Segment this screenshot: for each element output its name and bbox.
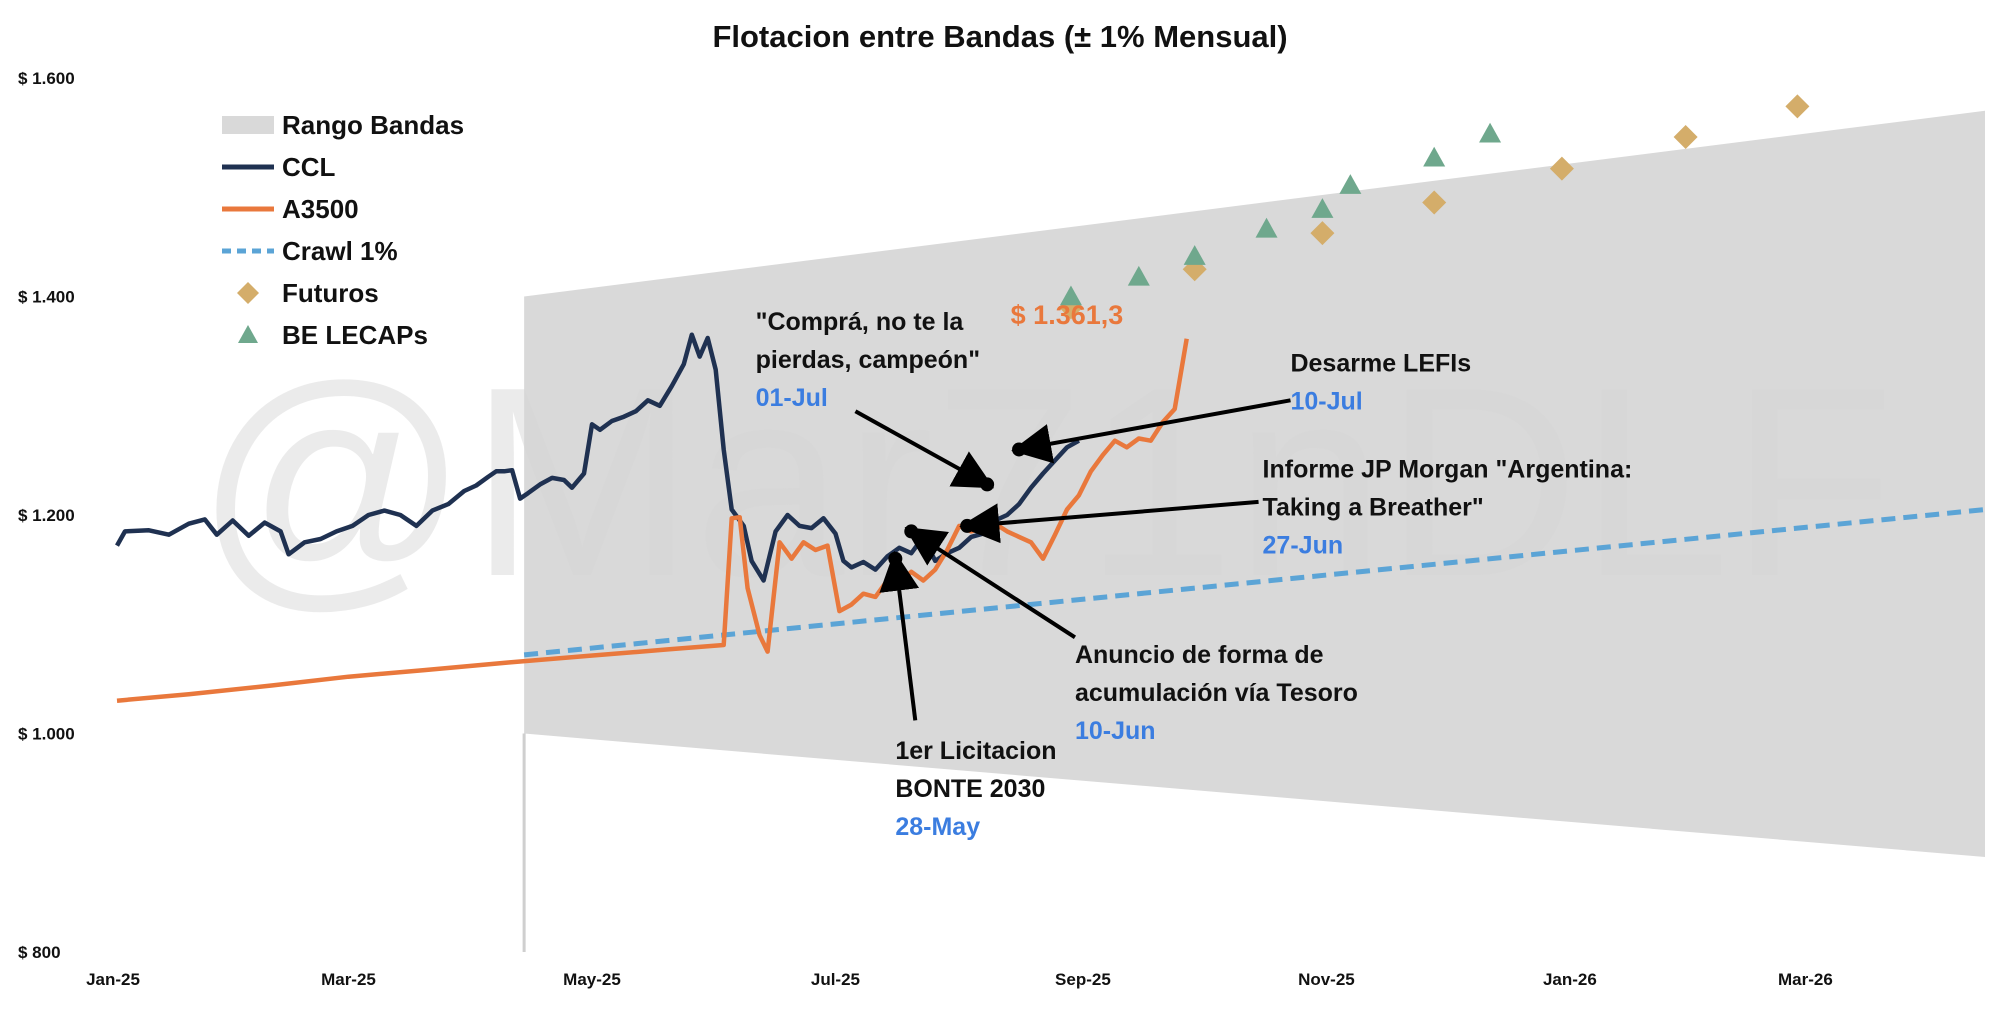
y-tick-label: $ 1.400 bbox=[18, 288, 75, 307]
annotation-a1: "Comprá, no te la pierdas, campeón" 01-Jul bbox=[756, 308, 995, 492]
chart-title: Flotacion entre Bandas (± 1% Mensual) bbox=[712, 19, 1287, 54]
legend: Rango Bandas CCL A3500 Crawl 1% Futuros BE LE… bbox=[222, 110, 464, 350]
lecaps-point bbox=[1183, 245, 1206, 265]
lecaps-point bbox=[1339, 174, 1362, 194]
annotation-a3: Informe JP Morgan "Argentina: Taking a Br… bbox=[959, 455, 1633, 559]
futuros-point bbox=[1785, 94, 1810, 119]
legend-item-futuros: Futuros bbox=[237, 278, 379, 308]
marker-layer bbox=[1058, 94, 1810, 320]
crawl-layer bbox=[523, 507, 1986, 658]
annotation-text: BONTE 2030 bbox=[895, 775, 1045, 803]
annotation-point bbox=[904, 524, 919, 539]
legend-item-band: Rango Bandas bbox=[222, 110, 464, 140]
annotation-arrow bbox=[854, 409, 995, 489]
annotation-point bbox=[960, 518, 975, 533]
legend-label: CCL bbox=[282, 152, 336, 182]
annotation-date: 28-May bbox=[895, 813, 980, 841]
legend-item-a3500: A3500 bbox=[222, 194, 359, 224]
legend-label: Rango Bandas bbox=[282, 110, 464, 140]
legend-swatch bbox=[238, 325, 258, 343]
y-tick-label: $ 1.200 bbox=[18, 506, 75, 525]
annotation-arrow bbox=[879, 550, 920, 721]
x-tick-label: Nov-25 bbox=[1298, 970, 1355, 989]
x-tick-label: Jul-25 bbox=[811, 970, 860, 989]
legend-item-lecaps: BE LECAPs bbox=[238, 320, 428, 350]
annotation-date: 10-Jul bbox=[1290, 387, 1362, 415]
annotation-text: 1er Licitacion bbox=[895, 737, 1056, 765]
x-tick-label: Mar-26 bbox=[1778, 970, 1833, 989]
y-tick-label: $ 1.000 bbox=[18, 725, 75, 744]
futuros-point bbox=[1549, 156, 1574, 181]
lecaps-point bbox=[1059, 285, 1082, 306]
annotation-text: "Comprá, no te la bbox=[756, 308, 965, 336]
legend-label: BE LECAPs bbox=[282, 320, 428, 350]
crawl-line bbox=[523, 507, 1986, 658]
y-tick-label: $ 800 bbox=[18, 943, 61, 962]
axis-layer: $ 1.600 $ 1.400 $ 1.200 $ 1.000 $ 800 Jan-25 M… bbox=[18, 69, 1833, 989]
lecaps-point bbox=[1423, 146, 1446, 167]
x-tick-label: Sep-25 bbox=[1055, 970, 1111, 989]
annotation-point bbox=[1012, 442, 1027, 457]
lecaps-point bbox=[1479, 122, 1502, 143]
x-tick-label: May-25 bbox=[563, 970, 621, 989]
x-tick-label: Mar-25 bbox=[321, 970, 376, 989]
watermark-text: @Mar71nDLF bbox=[195, 332, 1895, 633]
lecaps-point bbox=[1311, 198, 1334, 218]
annotation-a4: Anuncio de forma de acumulación vía Tesor… bbox=[904, 524, 1358, 745]
annotation-text: Desarme LEFIs bbox=[1290, 349, 1471, 377]
legend-swatch bbox=[237, 282, 259, 304]
band-layer bbox=[522, 110, 1985, 952]
futuros-point bbox=[1422, 190, 1447, 215]
annotation-arrow bbox=[959, 499, 1259, 544]
annotation-arrow bbox=[1011, 398, 1291, 464]
last-price-label: $ 1.361,3 bbox=[1011, 300, 1124, 330]
annotation-text: pierdas, campeón" bbox=[756, 346, 980, 374]
x-tick-label: Jan-26 bbox=[1543, 970, 1597, 989]
lecaps-point bbox=[1255, 217, 1278, 238]
legend-label: Futuros bbox=[282, 278, 379, 308]
lecaps-point bbox=[1127, 265, 1150, 286]
annotation-point bbox=[980, 477, 995, 492]
annotation-text: Informe JP Morgan "Argentina: bbox=[1263, 455, 1633, 483]
annotation-arrow bbox=[904, 527, 1077, 640]
annotation-a2: Desarme LEFIs 10-Jul bbox=[1011, 349, 1471, 464]
annotation-date: 27-Jun bbox=[1263, 531, 1344, 559]
x-tick-label: Jan-25 bbox=[86, 970, 140, 989]
legend-swatch bbox=[222, 116, 274, 134]
y-tick-label: $ 1.600 bbox=[18, 69, 75, 88]
annotation-date: 10-Jun bbox=[1075, 717, 1156, 745]
legend-label: A3500 bbox=[282, 194, 359, 224]
annotation-text: Taking a Breather" bbox=[1263, 493, 1484, 521]
band-area bbox=[524, 110, 1985, 857]
legend-label: Crawl 1% bbox=[282, 236, 398, 266]
annotation-point bbox=[888, 551, 903, 566]
legend-item-crawl: Crawl 1% bbox=[222, 236, 398, 266]
futuros-point bbox=[1310, 221, 1335, 246]
annotation-text: Anuncio de forma de bbox=[1075, 641, 1324, 669]
annotations: "Comprá, no te la pierdas, campeón" 01-Jul… bbox=[756, 308, 1633, 841]
annotation-date: 01-Jul bbox=[756, 384, 828, 412]
annotation-a5: 1er Licitacion BONTE 2030 28-May bbox=[879, 550, 1057, 841]
annotation-text: acumulación vía Tesoro bbox=[1075, 679, 1358, 707]
futuros-point bbox=[1673, 124, 1698, 149]
legend-item-ccl: CCL bbox=[222, 152, 336, 182]
